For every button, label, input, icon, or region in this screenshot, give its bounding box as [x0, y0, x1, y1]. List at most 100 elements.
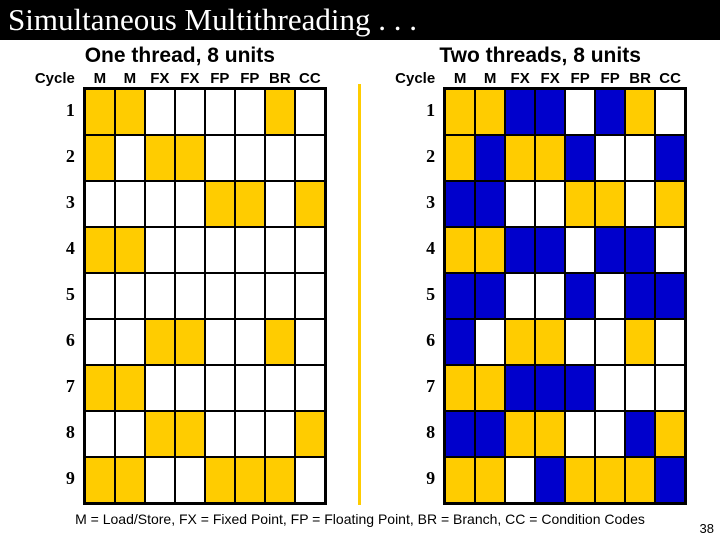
left-grid-cell	[265, 181, 295, 227]
left-col-label: FP	[205, 70, 235, 87]
left-grid-cell	[145, 411, 175, 457]
right-grid-cell	[445, 227, 475, 273]
right-grid-cell	[595, 457, 625, 503]
right-cycle-number: 4	[393, 225, 443, 271]
left-cycle-number: 6	[33, 317, 83, 363]
right-grid-cell	[445, 319, 475, 365]
right-grid-cell	[505, 89, 535, 135]
right-cycle-number: 7	[393, 363, 443, 409]
right-panel: Two threads, 8 unitsCycleMMFXFXFPFPBRCC1…	[393, 44, 687, 505]
right-grid-cell	[595, 89, 625, 135]
left-grid-cell	[295, 89, 325, 135]
right-grid-cell	[625, 411, 655, 457]
right-grid-cell	[655, 319, 685, 365]
left-grid-cell	[175, 411, 205, 457]
left-grid-cell	[85, 89, 115, 135]
right-grid-cell	[505, 181, 535, 227]
left-grid-cell	[115, 135, 145, 181]
right-grid-cell	[655, 181, 685, 227]
right-grid-cell	[565, 227, 595, 273]
left-header-row: CycleMMFXFXFPFPBRCC	[35, 70, 325, 87]
left-grid-cell	[175, 227, 205, 273]
left-grid-cell	[115, 181, 145, 227]
right-grid-cell	[565, 319, 595, 365]
right-grid-cell	[505, 457, 535, 503]
legend-text: M = Load/Store, FX = Fixed Point, FP = F…	[0, 511, 720, 527]
left-grid-cell	[265, 89, 295, 135]
right-grid-cell	[535, 89, 565, 135]
left-grid-cell	[205, 135, 235, 181]
right-grid-cell	[625, 273, 655, 319]
left-grid-cell	[145, 457, 175, 503]
left-grid-cell	[205, 181, 235, 227]
right-grid-row	[445, 411, 685, 457]
left-grid-cell	[205, 365, 235, 411]
left-grid-cell	[205, 227, 235, 273]
left-grid-cell	[85, 273, 115, 319]
left-grid-cell	[145, 273, 175, 319]
left-grid-cell	[205, 411, 235, 457]
right-col-label: FX	[505, 70, 535, 87]
right-grid-cell	[535, 227, 565, 273]
left-cycle-label: Cycle	[35, 70, 85, 87]
right-cycle-number: 8	[393, 409, 443, 455]
right-grid-cell	[625, 181, 655, 227]
left-grid-cell	[85, 227, 115, 273]
right-grid-cell	[655, 227, 685, 273]
left-grid-cell	[175, 135, 205, 181]
left-grid-cell	[115, 319, 145, 365]
left-grid-cell	[175, 181, 205, 227]
left-grid-cell	[295, 227, 325, 273]
right-cycle-number: 1	[393, 87, 443, 133]
left-grid-cell	[85, 411, 115, 457]
right-grid-cell	[475, 365, 505, 411]
right-cycle-label: Cycle	[395, 70, 445, 87]
right-grid-cell	[475, 227, 505, 273]
right-grid-cell	[475, 319, 505, 365]
left-cycle-number: 7	[33, 363, 83, 409]
right-grid	[443, 87, 687, 505]
left-grid-cell	[205, 89, 235, 135]
right-grid-cell	[595, 365, 625, 411]
right-grid-cell	[535, 319, 565, 365]
right-grid-row	[445, 457, 685, 503]
left-grid-cell	[115, 273, 145, 319]
right-grid-cell	[655, 411, 685, 457]
right-col-label: FX	[535, 70, 565, 87]
right-grid-cell	[505, 227, 535, 273]
left-grid-cell	[265, 227, 295, 273]
left-grid-row	[85, 181, 325, 227]
right-grid-cell	[595, 411, 625, 457]
right-grid-cell	[565, 89, 595, 135]
right-cycle-number: 6	[393, 317, 443, 363]
right-grid-cell	[445, 365, 475, 411]
left-col-label: FP	[235, 70, 265, 87]
left-grid-cell	[145, 89, 175, 135]
left-grid-cell	[145, 365, 175, 411]
left-grid-cell	[115, 457, 145, 503]
left-grid	[83, 87, 327, 505]
right-grid-cell	[595, 227, 625, 273]
right-grid-cell	[535, 135, 565, 181]
right-grid-cell	[535, 411, 565, 457]
right-col-label: M	[445, 70, 475, 87]
right-grid-cell	[475, 181, 505, 227]
right-grid-cell	[535, 273, 565, 319]
right-grid-cell	[565, 411, 595, 457]
left-grid-cell	[205, 319, 235, 365]
left-grid-cell	[265, 273, 295, 319]
right-grid-cell	[445, 89, 475, 135]
right-grid-cell	[475, 411, 505, 457]
right-cycle-number: 3	[393, 179, 443, 225]
right-grid-cell	[655, 457, 685, 503]
right-grid-cell	[625, 227, 655, 273]
left-grid-cell	[115, 89, 145, 135]
left-cycle-number: 2	[33, 133, 83, 179]
right-grid-row	[445, 227, 685, 273]
left-grid-cell	[295, 135, 325, 181]
left-grid-cell	[295, 457, 325, 503]
left-grid-cell	[295, 365, 325, 411]
right-grid-cell	[565, 135, 595, 181]
left-cycle-number: 1	[33, 87, 83, 133]
right-grid-cell	[505, 365, 535, 411]
